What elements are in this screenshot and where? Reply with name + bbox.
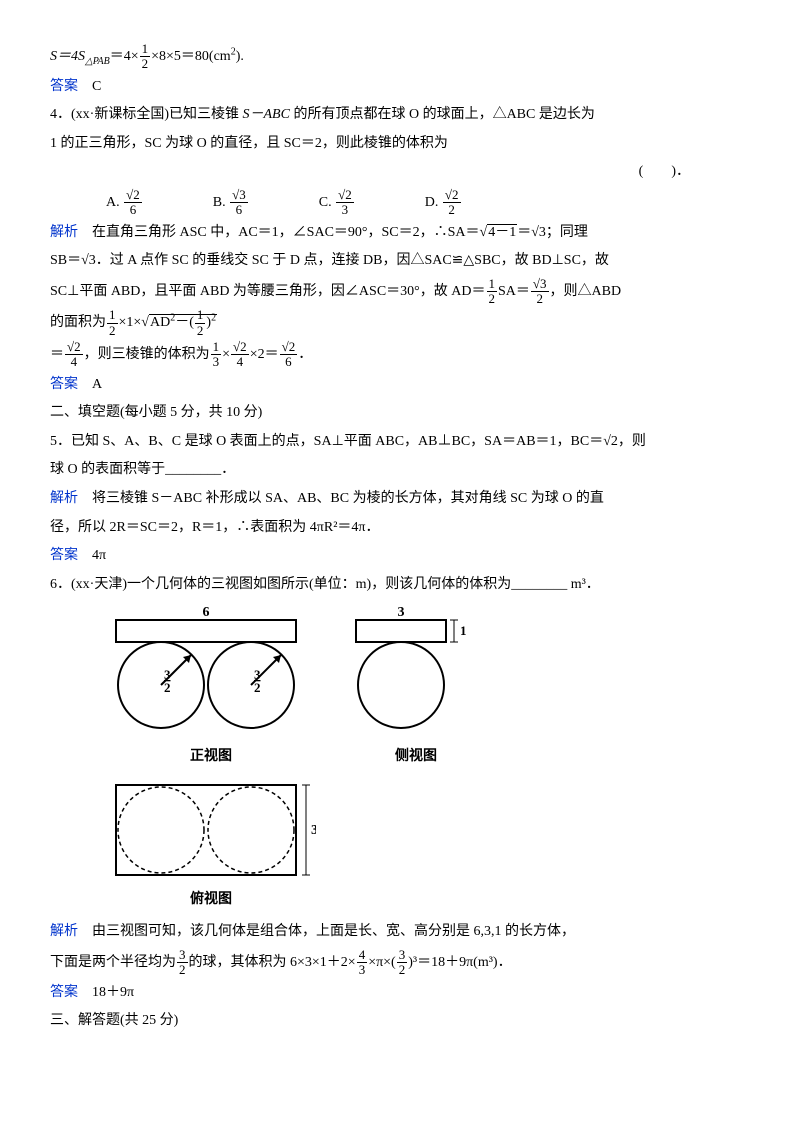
- frac: √26: [280, 340, 298, 370]
- text: ，则三棱锥的体积为: [84, 347, 210, 362]
- frac: √24: [65, 340, 83, 370]
- text: ×π×: [368, 955, 391, 970]
- frac: 32: [397, 948, 408, 978]
- q5-stem-2: 球 O 的表面积等于________．: [50, 457, 750, 484]
- frac: 43: [357, 948, 368, 978]
- text: 的所有顶点都在球 O 的球面上，△ABC 是边长为: [290, 107, 595, 122]
- choice-B[interactable]: B. √36: [213, 188, 249, 218]
- q-number: 4．: [50, 107, 71, 122]
- q4-jiexi-5: ＝√24，则三棱锥的体积为13×√24×2＝√26．: [50, 340, 750, 370]
- top-view-svg: 3: [106, 777, 316, 887]
- text: ×8×5＝80(cm: [151, 49, 231, 64]
- q4-jiexi-3: SC⊥平面 ABD，且平面 ABD 为等腰三角形，因∠ASC＝30°，故 AD＝…: [50, 277, 750, 307]
- text: ).: [236, 49, 244, 64]
- choice-C[interactable]: C. √23: [319, 188, 355, 218]
- top-view-label: 俯视图: [106, 887, 316, 914]
- answer-value: 4π: [92, 548, 106, 563]
- q6-stem: 6．(xx·天津)一个几何体的三视图如图所示(单位：m)，则该几何体的体积为__…: [50, 572, 750, 599]
- q6-jiexi-2: 下面是两个半径均为32的球，其体积为 6×3×1＋2×43×π×(32)³＝18…: [50, 948, 750, 978]
- text: 的面积为: [50, 315, 106, 330]
- text: 下面是两个半径均为: [50, 955, 176, 970]
- text: 将三棱锥 S－ABC 补形成以 SA、AB、BC 为棱的长方体，其对角线 SC …: [92, 491, 604, 506]
- q4-jiexi-2: SB＝√3．过 A 点作 SC 的垂线交 SC 于 D 点，连接 DB，因△SA…: [50, 248, 750, 275]
- text: ³＝18＋9π(m³)．: [413, 955, 512, 970]
- text: SC⊥平面 ABD，且平面 ABD 为等腰三角形，因∠ASC＝30°，故 AD＝: [50, 284, 486, 299]
- text: SA＝: [498, 284, 530, 299]
- text: 在直角三角形 ASC 中，AC＝1，∠SAC＝90°，SC＝2，∴SA＝: [92, 225, 480, 240]
- paren-blank: ( )．: [50, 159, 750, 186]
- sub: △PAB: [85, 56, 110, 67]
- text: S＝4S: [50, 49, 85, 64]
- front-view-svg: 6 3 2 3 2: [106, 604, 316, 744]
- svg-text:1: 1: [460, 623, 467, 638]
- answer-label: 答案: [50, 548, 78, 563]
- choices: A. √26 B. √36 C. √23 D. √22: [106, 188, 750, 218]
- frac: √24: [231, 340, 249, 370]
- q4-stem-2: 1 的正三角形，SC 为球 O 的直径，且 SC＝2，则此棱锥的体积为: [50, 131, 750, 158]
- answer-label: 答案: [50, 985, 78, 1000]
- q4-stem: 4．(xx·新课标全国)已知三棱锥 S－ABC 的所有顶点都在球 O 的球面上，…: [50, 102, 750, 129]
- svg-text:3: 3: [398, 605, 405, 620]
- text: 由三视图可知，该几何体是组合体，上面是长、宽、高分别是 6,3,1 的长方体，: [92, 924, 575, 939]
- answer-value: C: [92, 79, 101, 94]
- frac: 12: [487, 277, 498, 307]
- answer-value: A: [92, 377, 102, 392]
- answer-label: 答案: [50, 377, 78, 392]
- right-col: 3 1 侧视图: [346, 604, 486, 771]
- q-number: 5．: [50, 434, 71, 449]
- q5-answer: 答案 4π: [50, 543, 750, 570]
- choice-D[interactable]: D. √22: [425, 188, 462, 218]
- section-2-heading: 二、填空题(每小题 5 分，共 10 分): [50, 400, 750, 427]
- text: ＝√3；同理: [517, 225, 588, 240]
- formula-line: S＝4S△PAB＝4×12×8×5＝80(cm2).: [50, 42, 750, 72]
- text: ×2＝: [250, 347, 279, 362]
- jiexi-label: 解析: [50, 924, 78, 939]
- jiexi-label: 解析: [50, 491, 78, 506]
- text: ，则△ABD: [550, 284, 622, 299]
- choice-A[interactable]: A. √26: [106, 188, 143, 218]
- q6-jiexi-1: 解析 由三视图可知，该几何体是组合体，上面是长、宽、高分别是 6,3,1 的长方…: [50, 919, 750, 946]
- frac: 13: [211, 340, 222, 370]
- front-view-label: 正视图: [106, 744, 316, 771]
- svg-text:6: 6: [203, 605, 210, 620]
- answer-line: 答案 C: [50, 74, 750, 101]
- text: ×: [222, 347, 230, 362]
- text: 已知 S、A、B、C 是球 O 表面上的点，SA⊥平面 ABC，AB⊥BC，SA…: [71, 434, 646, 449]
- answer-label: 答案: [50, 79, 78, 94]
- svg-text:2: 2: [164, 680, 171, 695]
- frac: 12: [107, 308, 118, 338]
- q5-stem-1: 5．已知 S、A、B、C 是球 O 表面上的点，SA⊥平面 ABC，AB⊥BC，…: [50, 429, 750, 456]
- section-3-heading: 三、解答题(共 25 分): [50, 1008, 750, 1035]
- q4-jiexi-1: 解析 在直角三角形 ASC 中，AC＝1，∠SAC＝90°，SC＝2，∴SA＝4…: [50, 220, 750, 247]
- text: ＝4×: [110, 49, 139, 64]
- three-views: 6 3 2 3 2 正视图 3 俯视图 3: [106, 604, 750, 913]
- sqrt: AD2－(12)2: [141, 308, 217, 338]
- left-col: 6 3 2 3 2 正视图 3 俯视图: [106, 604, 316, 913]
- text: (xx·天津)一个几何体的三视图如图所示(单位：m)，则该几何体的体积为____…: [71, 577, 600, 592]
- text: (xx·新课标全国)已知三棱锥: [71, 107, 243, 122]
- q5-jiexi-2: 径，所以 2R＝SC＝2，R＝1，∴表面积为 4πR²＝4π．: [50, 515, 750, 542]
- frac: 32: [177, 948, 188, 978]
- text: ．: [298, 347, 312, 362]
- frac: 12: [140, 42, 151, 72]
- answer-value: 18＋9π: [92, 985, 134, 1000]
- q5-jiexi-1: 解析 将三棱锥 S－ABC 补形成以 SA、AB、BC 为棱的长方体，其对角线 …: [50, 486, 750, 513]
- text: S－ABC: [243, 107, 290, 122]
- frac: √32: [531, 277, 549, 307]
- q4-jiexi-4: 的面积为12×1×AD2－(12)2: [50, 308, 750, 338]
- svg-text:2: 2: [254, 680, 261, 695]
- svg-text:3: 3: [311, 823, 316, 838]
- q6-answer: 答案 18＋9π: [50, 980, 750, 1007]
- text: 的球，其体积为 6×3×1＋2×: [189, 955, 356, 970]
- jiexi-label: 解析: [50, 225, 78, 240]
- text: ×1×: [119, 315, 142, 330]
- q4-answer: 答案 A: [50, 372, 750, 399]
- text: ＝: [50, 347, 64, 362]
- sqrt: 4－1: [480, 220, 518, 247]
- side-view-label: 侧视图: [346, 744, 486, 771]
- q-number: 6．: [50, 577, 71, 592]
- side-view-svg: 3 1: [346, 604, 486, 744]
